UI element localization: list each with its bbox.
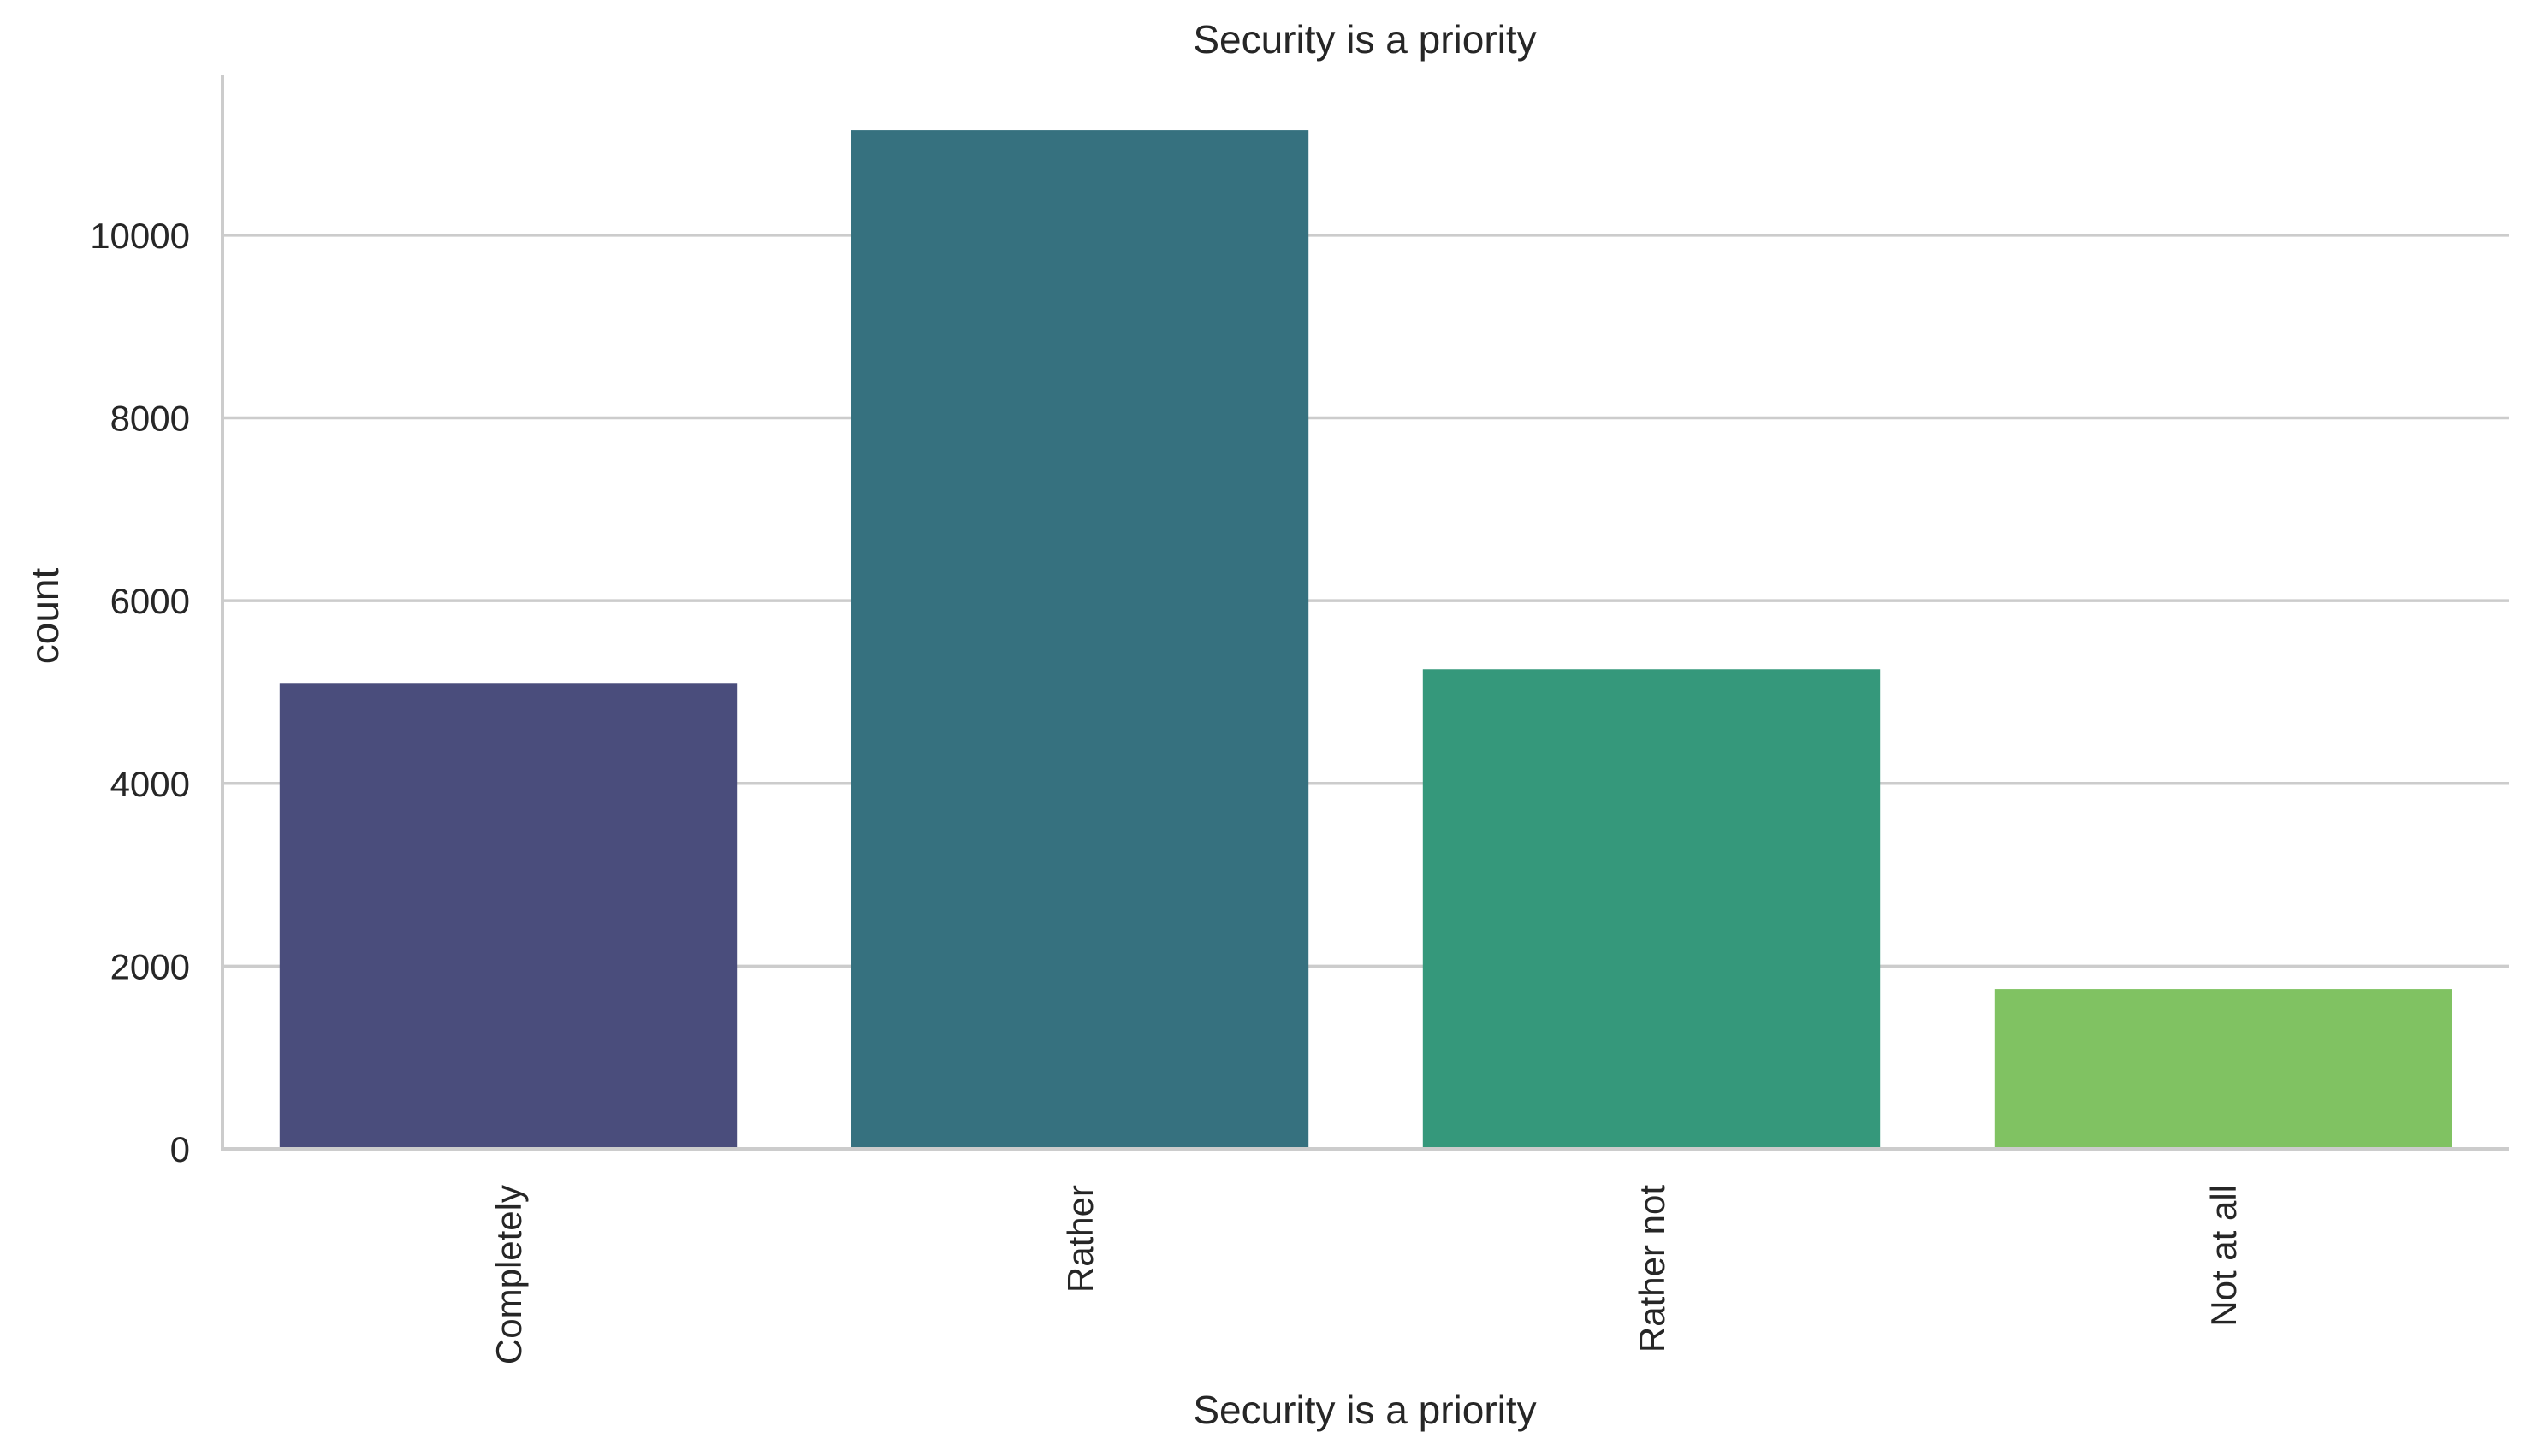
y-axis-label: count xyxy=(22,568,67,665)
chart-title: Security is a priority xyxy=(1193,17,1536,62)
x-tick-label: Rather xyxy=(1060,1185,1100,1293)
y-tick-labels: 0 2000 4000 6000 8000 10000 xyxy=(90,216,190,1169)
axes-spines xyxy=(221,75,2509,1151)
x-tick-label: Completely xyxy=(489,1185,529,1364)
bar xyxy=(279,683,738,1149)
bars xyxy=(279,130,2452,1150)
bar xyxy=(1994,989,2452,1149)
y-tick-label: 4000 xyxy=(110,764,190,804)
x-tick-label: Not at all xyxy=(2203,1185,2244,1327)
y-tick-label: 8000 xyxy=(110,399,190,439)
x-tick-label: Rather not xyxy=(1632,1185,1672,1352)
x-tick-labels: Completely Rather Rather not Not at all xyxy=(489,1185,2244,1364)
y-tick-label: 6000 xyxy=(110,581,190,621)
y-tick-label: 2000 xyxy=(110,946,190,986)
bar xyxy=(1422,669,1881,1149)
x-axis-label: Security is a priority xyxy=(1193,1388,1536,1432)
bar xyxy=(851,130,1309,1150)
y-tick-label: 0 xyxy=(170,1129,190,1169)
y-tick-label: 10000 xyxy=(90,216,190,256)
